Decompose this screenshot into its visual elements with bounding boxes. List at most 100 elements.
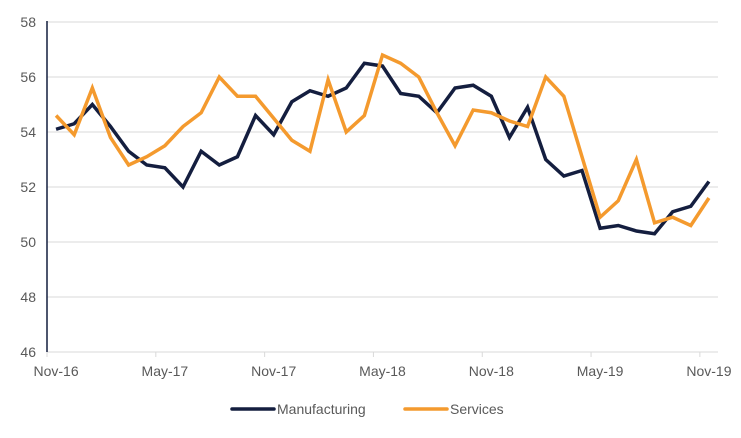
data-point [326,95,330,99]
x-tick-label: Nov-17 [251,363,296,379]
x-tick-label: May-18 [359,363,406,379]
data-point [363,62,367,66]
x-tick-label: Nov-18 [469,363,514,379]
data-point [526,125,530,129]
data-point [399,92,403,96]
data-point [199,150,203,154]
x-tick-label: Nov-19 [686,363,731,379]
data-point [127,150,131,154]
x-axis [46,352,701,357]
data-point [344,130,348,134]
data-point [218,75,222,79]
y-tick-label: 50 [20,234,36,250]
data-point [308,150,312,154]
y-tick-label: 48 [20,289,36,305]
data-point [562,174,566,178]
data-point [508,119,512,123]
data-point [544,75,548,79]
data-point [54,114,58,118]
data-point [671,216,675,220]
data-point [272,117,276,121]
data-point [671,210,675,214]
data-point [218,163,222,167]
data-point [617,224,621,228]
data-point [471,108,475,112]
series-line-services [54,52,711,228]
data-point [635,158,639,162]
y-tick-label: 54 [20,124,36,140]
data-point [72,133,76,137]
data-point [272,133,276,137]
data-point [417,75,421,79]
data-point [417,95,421,99]
legend-item-services: Services [403,401,504,417]
data-point [635,229,639,233]
y-axis-tick-labels: 46 48 50 52 54 56 58 [20,14,36,360]
legend: Manufacturing Services [230,401,504,417]
y-tick-label: 58 [20,14,36,30]
data-point [544,158,548,162]
x-tick-label: Nov-16 [33,363,78,379]
legend-label: Manufacturing [277,401,366,417]
data-point [399,62,403,66]
data-point [308,89,312,93]
data-point [181,185,185,189]
x-axis-tick-labels: Nov-16 May-17 Nov-17 May-18 Nov-18 May-19 Nov-… [33,363,731,379]
series-manufacturing [54,61,711,236]
data-point [435,111,439,115]
data-point [163,144,167,148]
data-point [707,180,711,184]
gridlines [47,21,718,353]
data-point [236,155,240,159]
data-point [109,125,113,129]
data-point [562,95,566,99]
series-services [54,52,711,228]
data-point [91,86,95,90]
data-point [363,114,367,118]
data-point [453,144,457,148]
data-point [236,95,240,99]
data-point [181,125,185,129]
data-point [163,166,167,170]
data-point [653,232,657,236]
data-point [453,86,457,90]
data-point [199,111,203,115]
data-point [127,163,131,167]
data-point [689,205,693,209]
data-point [290,139,294,143]
data-point [508,136,512,140]
y-tick-label: 56 [20,69,36,85]
data-point [490,111,494,115]
x-tick-label: May-17 [142,363,189,379]
data-point [381,53,385,57]
data-point [254,95,258,99]
data-point [598,216,602,220]
legend-item-manufacturing: Manufacturing [230,401,366,417]
series-line-manufacturing [55,61,711,236]
data-point [598,227,602,231]
data-point [526,106,530,110]
data-point [145,163,149,167]
data-point [344,86,348,90]
series-lines [54,52,711,236]
data-point [617,199,621,203]
data-point [580,169,584,173]
legend-label: Services [450,401,504,417]
data-point [145,155,149,159]
x-tick-label: May-19 [577,363,624,379]
data-point [689,224,693,228]
data-point [471,84,475,88]
data-point [290,100,294,104]
y-tick-label: 46 [20,344,36,360]
data-point [580,155,584,159]
data-point [707,196,711,200]
data-point [109,136,113,140]
data-point [490,95,494,99]
data-point [72,122,76,126]
data-point [326,78,330,82]
data-point [653,221,657,225]
data-point [254,114,258,118]
data-point [54,128,58,132]
data-point [91,103,95,107]
